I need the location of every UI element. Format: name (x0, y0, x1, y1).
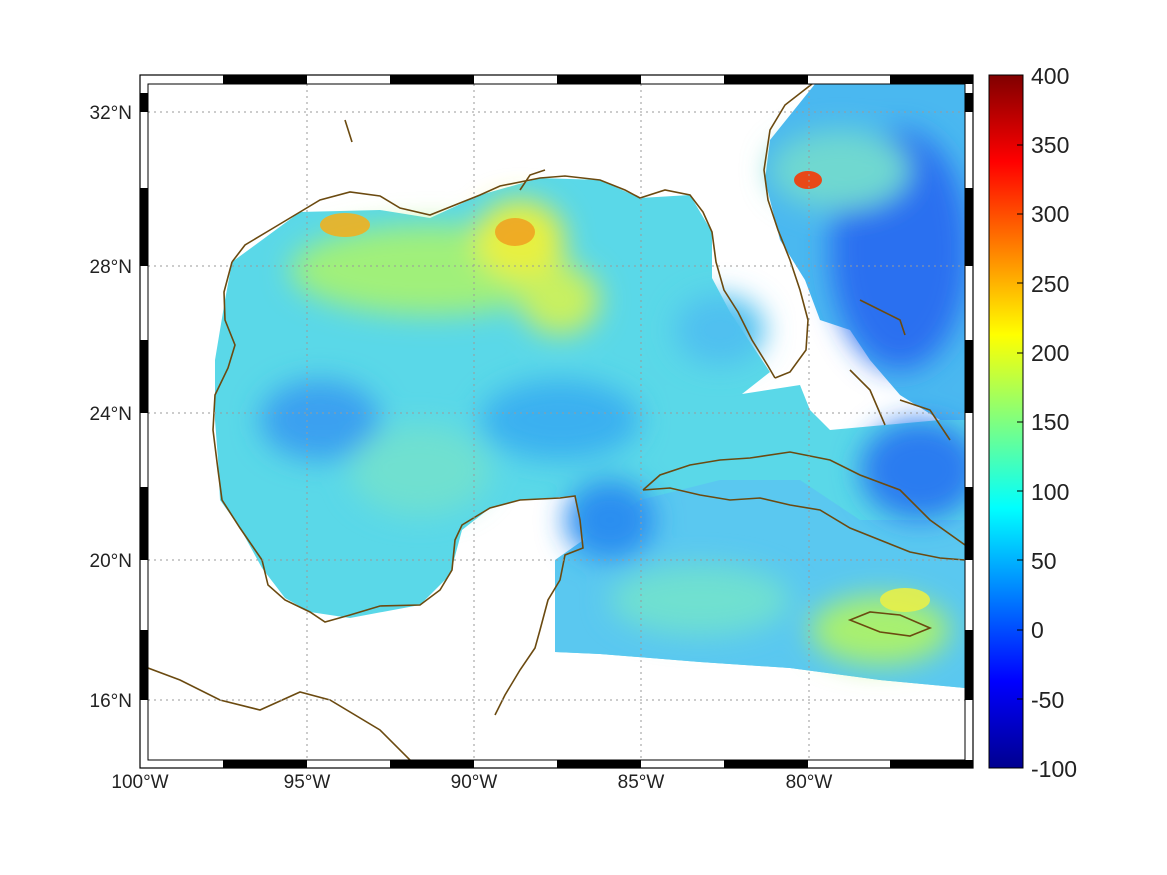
frame-left-seg-5 (140, 630, 148, 700)
frame-left-seg-1 (140, 93, 148, 112)
frame-bottom-seg-2 (390, 760, 474, 768)
ocean-data-field (215, 84, 965, 688)
colorbar-label-100: 100 (1031, 479, 1069, 505)
lon-label-85: 85°W (618, 772, 665, 793)
lon-label-100: 100°W (111, 772, 168, 793)
lat-labels: 32°N 28°N 24°N 20°N 16°N (90, 103, 132, 712)
coastlines (148, 84, 965, 760)
frame-right-seg-1 (965, 93, 973, 112)
frame-left-seg-2 (140, 188, 148, 266)
frame-top-seg-1 (223, 75, 307, 84)
colorbar-label-250: 250 (1031, 271, 1069, 297)
lon-label-95: 95°W (284, 772, 331, 793)
lat-label-20: 20°N (90, 551, 132, 572)
colorbar-label-0: 0 (1031, 617, 1044, 643)
frame-bottom-seg-1 (223, 760, 307, 768)
frame-left-seg-4 (140, 487, 148, 560)
colorbar: 400 350 300 250 200 150 100 50 0 -50 -10… (988, 63, 1077, 782)
colorbar-label-minus100: -100 (1031, 756, 1077, 782)
colorbar-label-150: 150 (1031, 409, 1069, 435)
frame-bottom-seg-5 (890, 760, 973, 768)
frame-inner (147, 83, 966, 761)
lon-labels: 100°W 95°W 90°W 85°W 80°W (111, 772, 832, 793)
frame-top-seg-2 (390, 75, 474, 84)
colorbar-label-350: 350 (1031, 132, 1069, 158)
map-grid (148, 84, 965, 760)
colorbar-label-400: 400 (1031, 63, 1069, 89)
lat-label-24: 24°N (90, 404, 132, 425)
frame-right-seg-2 (965, 188, 973, 266)
map-frame (139, 74, 974, 769)
lon-label-90: 90°W (451, 772, 498, 793)
frame-top-seg-5 (890, 75, 973, 84)
frame-outline (139, 74, 974, 769)
frame-bottom-seg-3 (557, 760, 641, 768)
colorbar-label-300: 300 (1031, 201, 1069, 227)
colorbar-label-50: 50 (1031, 548, 1057, 574)
frame-bottom-seg-4 (724, 760, 808, 768)
frame-right-seg-4 (965, 487, 973, 560)
frame-top-seg-4 (724, 75, 808, 84)
lon-label-80: 80°W (786, 772, 833, 793)
colorbar-label-minus50: -50 (1031, 687, 1064, 713)
lat-label-32: 32°N (90, 103, 132, 124)
frame-right-seg-3 (965, 340, 973, 413)
lat-label-28: 28°N (90, 257, 132, 278)
lat-label-16: 16°N (90, 691, 132, 712)
frame-left-seg-3 (140, 340, 148, 413)
colorbar-label-200: 200 (1031, 340, 1069, 366)
frame-top-seg-3 (557, 75, 641, 84)
frame-right-seg-5 (965, 630, 973, 700)
